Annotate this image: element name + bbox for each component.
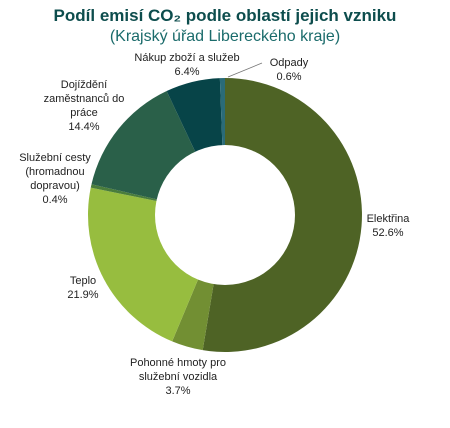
slice-label-4: Dojíždění zaměstnanců do práce 14.4% xyxy=(44,79,125,133)
slice-label-line: práce xyxy=(70,107,98,119)
donut-hole xyxy=(155,145,295,285)
slice-value-text: 14.4% xyxy=(68,121,99,133)
slice-value-text: 21.9% xyxy=(67,289,98,301)
chart-title: Podíl emisí CO₂ podle oblastí jejich vzn… xyxy=(54,6,397,25)
slice-value-text: 52.6% xyxy=(372,227,403,239)
chart-subtitle: (Krajský úřad Libereckého kraje) xyxy=(110,28,340,45)
slice-label-2: Teplo 21.9% xyxy=(67,275,98,301)
slice-label-line: Odpady xyxy=(270,57,309,69)
slice-label-line: dopravou) xyxy=(30,180,80,192)
slice-label-3: Služební cesty (hromadnou dopravou) 0.4% xyxy=(19,152,91,206)
slice-label-line: Dojíždění xyxy=(61,79,107,91)
leader-line-odpady xyxy=(227,62,263,78)
slice-value-text: 0.6% xyxy=(276,71,301,83)
slice-label-line: Elektřina xyxy=(367,213,411,225)
slice-label-1: Pohonné hmoty pro služební vozidla 3.7% xyxy=(130,357,226,397)
slice-value-text: 3.7% xyxy=(165,385,190,397)
slice-label-6: Odpady 0.6% xyxy=(270,57,309,83)
slice-label-0: Elektřina 52.6% xyxy=(367,213,411,239)
slice-label-line: Nákup zboží a služeb xyxy=(134,52,239,64)
slice-label-line: zaměstnanců do xyxy=(44,93,125,105)
slice-label-line: Služební cesty xyxy=(19,152,91,164)
slice-label-line: Pohonné hmoty pro xyxy=(130,357,226,369)
slice-value-text: 0.4% xyxy=(42,194,67,206)
slice-label-line: Teplo xyxy=(70,275,96,287)
label-group: Elektřina 52.6% Pohonné hmoty pro služební … xyxy=(19,52,410,397)
slice-label-line: služební vozidla xyxy=(139,371,218,383)
slice-label-line: (hromadnou xyxy=(25,166,84,178)
slice-value-text: 6.4% xyxy=(174,66,199,78)
slice-label-5: Nákup zboží a služeb 6.4% xyxy=(134,52,239,78)
